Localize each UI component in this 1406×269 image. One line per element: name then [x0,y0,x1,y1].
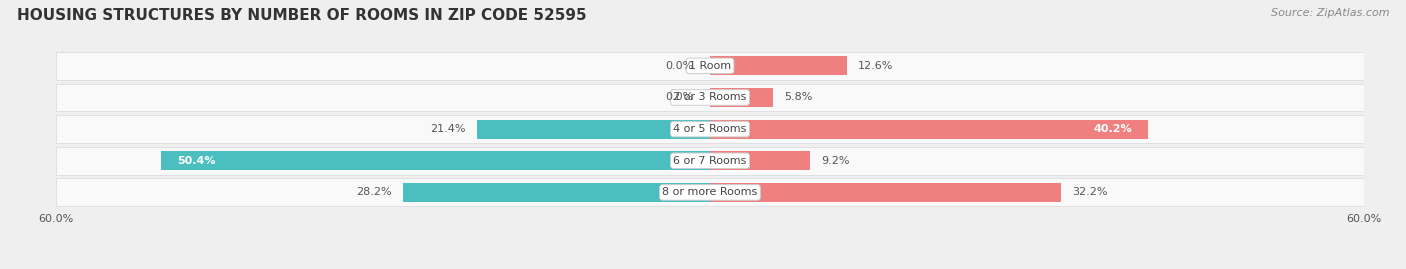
Bar [56,52,1364,80]
Bar [56,84,1364,111]
Text: 8 or more Rooms: 8 or more Rooms [662,187,758,197]
Bar [477,120,710,139]
Text: 4 or 5 Rooms: 4 or 5 Rooms [673,124,747,134]
Text: 1 Room: 1 Room [689,61,731,71]
Legend: Owner-occupied, Renter-occupied: Owner-occupied, Renter-occupied [582,266,838,269]
Text: 40.2%: 40.2% [1092,124,1132,134]
Text: 0.0%: 0.0% [665,61,693,71]
Bar [710,56,848,75]
Bar [710,88,773,107]
Bar [710,151,810,170]
Bar [56,147,1364,175]
Text: 28.2%: 28.2% [356,187,392,197]
Bar [56,115,1364,143]
Text: 6 or 7 Rooms: 6 or 7 Rooms [673,156,747,166]
Bar [710,120,1149,139]
Bar [710,183,1062,202]
Text: 32.2%: 32.2% [1071,187,1108,197]
Text: 0.0%: 0.0% [665,93,693,102]
Text: 50.4%: 50.4% [177,156,215,166]
Text: 12.6%: 12.6% [858,61,894,71]
Text: 5.8%: 5.8% [785,93,813,102]
Text: 21.4%: 21.4% [430,124,465,134]
Text: 2 or 3 Rooms: 2 or 3 Rooms [673,93,747,102]
Text: HOUSING STRUCTURES BY NUMBER OF ROOMS IN ZIP CODE 52595: HOUSING STRUCTURES BY NUMBER OF ROOMS IN… [17,8,586,23]
Text: 9.2%: 9.2% [821,156,849,166]
Bar [402,183,710,202]
Text: Source: ZipAtlas.com: Source: ZipAtlas.com [1271,8,1389,18]
Bar [56,179,1364,206]
Bar [160,151,710,170]
